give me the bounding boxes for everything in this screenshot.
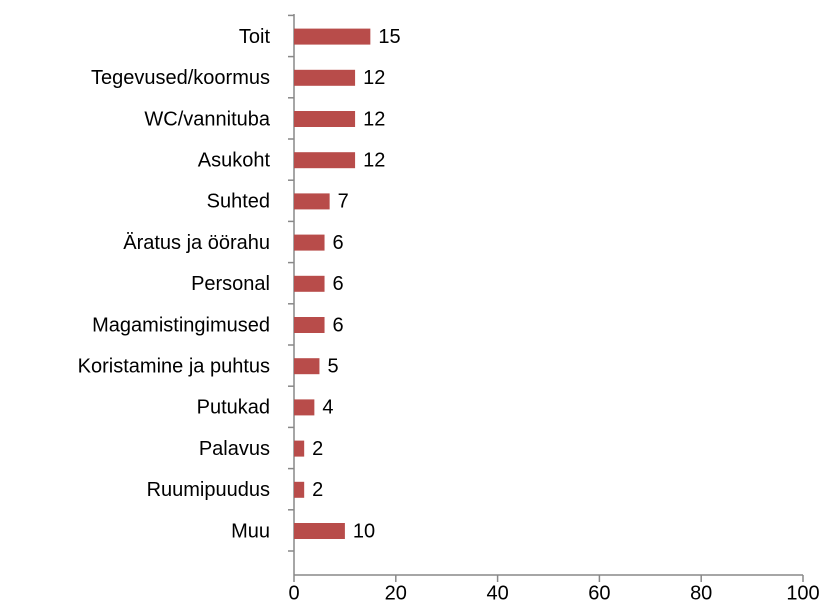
value-label: 5 [327, 355, 338, 377]
y-tick-label: Asukoht [198, 149, 271, 171]
bar [294, 28, 371, 45]
value-label: 10 [353, 520, 375, 542]
x-tick-label: 100 [786, 582, 819, 604]
bar [294, 399, 315, 416]
y-tick-label: Äratus ja öörahu [123, 232, 270, 254]
y-tick-label: Ruumipuudus [147, 479, 270, 501]
y-tick-label: WC/vannituba [144, 108, 270, 130]
y-tick-label: Muu [231, 520, 270, 542]
x-tick-label: 40 [486, 582, 508, 604]
y-tick-label: Toit [239, 26, 271, 48]
y-tick-label: Personal [191, 273, 270, 295]
x-tick-label: 80 [690, 582, 712, 604]
bar [294, 317, 325, 333]
value-label: 6 [333, 314, 344, 336]
value-label: 4 [322, 397, 333, 419]
bar [294, 440, 305, 457]
y-tick-label: Koristamine ja puhtus [78, 355, 270, 377]
x-tick-label: 60 [588, 582, 610, 604]
y-tick-label: Suhted [207, 191, 270, 213]
x-tick-label: 0 [288, 582, 299, 604]
value-label: 7 [338, 191, 349, 213]
y-tick-label: Tegevused/koormus [91, 67, 270, 89]
bar [294, 523, 345, 539]
y-tick-label: Palavus [199, 438, 270, 460]
bar [294, 275, 325, 292]
value-label: 15 [378, 26, 400, 48]
value-label: 12 [363, 149, 385, 171]
x-tick-label: 20 [385, 582, 407, 604]
value-label: 2 [312, 479, 323, 501]
bar [294, 152, 356, 169]
bar [294, 111, 356, 127]
bar [294, 358, 320, 375]
value-label: 6 [333, 273, 344, 295]
bar [294, 234, 325, 251]
bar [294, 481, 305, 498]
y-tick-label: Putukad [197, 397, 270, 419]
bar [294, 69, 356, 86]
value-label: 2 [312, 438, 323, 460]
value-label: 12 [363, 67, 385, 89]
value-label: 6 [333, 232, 344, 254]
y-tick-label: Magamistingimused [92, 314, 270, 336]
value-label: 12 [363, 108, 385, 130]
bar [294, 193, 330, 210]
